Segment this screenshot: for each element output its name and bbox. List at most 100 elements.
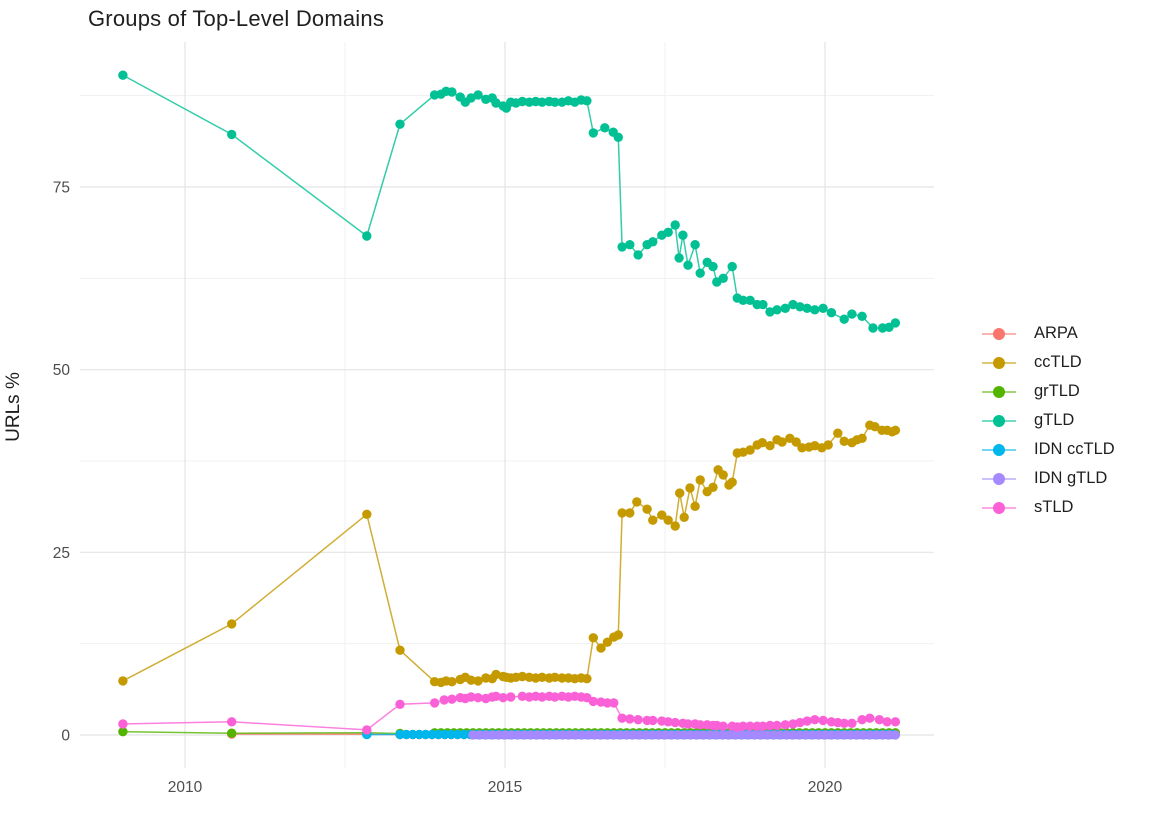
legend-label: IDN ccTLD <box>1034 440 1115 458</box>
data-point-sTLD <box>802 716 812 726</box>
data-point-sTLD <box>772 720 782 731</box>
data-point-sTLD <box>839 718 849 728</box>
data-point-gTLD <box>582 96 592 106</box>
data-point-sTLD <box>847 718 857 728</box>
data-point-gTLD <box>395 119 405 129</box>
data-point-gTLD <box>674 253 684 263</box>
legend-key-dot <box>993 501 1005 514</box>
data-point-ccTLD <box>839 436 849 446</box>
data-point-sTLD <box>765 720 775 731</box>
data-point-sTLD <box>683 719 693 729</box>
data-point-sTLD <box>517 691 527 701</box>
data-point-sTLD <box>818 715 828 726</box>
data-point-ccTLD <box>890 425 901 435</box>
data-point-ccTLD <box>632 497 642 507</box>
data-point-ccTLD <box>617 508 627 518</box>
data-point-ccTLD <box>679 512 689 522</box>
data-point-ccTLD <box>727 477 737 487</box>
data-point-ccTLD <box>362 509 372 519</box>
data-point-sTLD <box>362 725 372 735</box>
data-point-sTLD <box>609 698 619 708</box>
data-point-gTLD <box>683 260 693 270</box>
data-point-ccTLD <box>833 428 843 438</box>
data-point-sTLD <box>882 717 892 727</box>
legend-key-icon <box>982 501 1016 514</box>
data-point-gTLD <box>550 97 560 107</box>
chart-title: Groups of Top-Level Domains <box>88 6 385 31</box>
data-point-gTLD <box>745 295 755 305</box>
legend-item-grTLD: grTLD <box>982 377 1115 406</box>
legend-label: IDN gTLD <box>1034 469 1108 487</box>
data-point-gTLD <box>839 314 849 324</box>
data-point-IDN-gTLD <box>890 730 901 740</box>
data-point-ccTLD <box>765 441 775 451</box>
data-point-sTLD <box>395 699 405 709</box>
data-point-gTLD <box>708 261 718 272</box>
data-point-gTLD <box>588 128 598 138</box>
data-point-ccTLD <box>690 501 700 511</box>
legend-key-dot <box>993 356 1005 369</box>
data-point-ccTLD <box>466 675 476 685</box>
data-point-gTLD <box>718 273 728 283</box>
data-point-gTLD <box>795 302 805 312</box>
data-point-gTLD <box>118 70 128 80</box>
data-point-ccTLD <box>675 488 685 498</box>
data-point-ccTLD <box>857 433 867 443</box>
data-point-gTLD <box>648 237 658 247</box>
data-point-sTLD <box>498 693 508 703</box>
data-point-ccTLD <box>670 521 680 531</box>
data-point-ccTLD <box>395 645 405 655</box>
data-point-ccTLD <box>648 515 658 525</box>
legend-item-IDN-gTLD: IDN gTLD <box>982 464 1115 493</box>
data-point-gTLD <box>670 220 680 230</box>
legend-label: ARPA <box>1034 324 1078 342</box>
data-point-sTLD <box>473 693 483 703</box>
data-point-gTLD <box>810 305 820 315</box>
data-point-gTLD <box>818 303 828 313</box>
data-point-gTLD <box>695 268 705 278</box>
data-point-ccTLD <box>118 676 128 686</box>
data-point-gTLD <box>758 299 768 310</box>
x-tick-label: 2015 <box>488 779 522 796</box>
data-point-sTLD <box>439 695 449 705</box>
data-point-sTLD <box>633 715 643 725</box>
y-tick-label: 25 <box>53 545 70 562</box>
data-point-gTLD <box>780 303 790 313</box>
legend-item-sTLD: sTLD <box>982 493 1115 522</box>
data-point-gTLD <box>227 129 237 140</box>
data-point-ccTLD <box>537 672 547 682</box>
data-point-sTLD <box>745 721 755 731</box>
data-point-sTLD <box>780 720 790 730</box>
legend-label: ccTLD <box>1034 353 1082 371</box>
data-point-sTLD <box>758 721 768 731</box>
data-point-sTLD <box>810 715 820 725</box>
data-point-sTLD <box>550 692 560 702</box>
data-point-ccTLD <box>227 619 237 629</box>
data-point-gTLD <box>802 303 812 313</box>
data-point-sTLD <box>506 692 516 702</box>
data-point-gTLD <box>447 87 457 97</box>
legend-key-icon <box>982 472 1016 485</box>
data-point-gTLD <box>690 240 700 250</box>
data-point-sTLD <box>663 717 673 727</box>
series-line-gTLD <box>122 74 896 329</box>
data-point-sTLD <box>617 713 627 723</box>
data-point-sTLD <box>491 691 501 701</box>
data-point-ccTLD <box>718 470 728 480</box>
data-point-gTLD <box>613 132 623 142</box>
legend-key-icon <box>982 327 1016 340</box>
legend-label: gTLD <box>1034 411 1075 429</box>
data-point-ccTLD <box>613 630 623 640</box>
legend-key-dot <box>993 443 1005 456</box>
legend-item-ccTLD: ccTLD <box>982 348 1115 377</box>
legend-item-IDN-ccTLD: IDN ccTLD <box>982 435 1115 464</box>
data-point-sTLD <box>865 713 875 723</box>
data-point-ccTLD <box>797 443 807 453</box>
x-tick-label: 2010 <box>168 779 203 796</box>
legend-key-icon <box>982 385 1016 398</box>
data-point-gTLD <box>663 227 673 237</box>
data-point-gTLD <box>727 261 737 272</box>
data-point-gTLD <box>826 308 837 318</box>
